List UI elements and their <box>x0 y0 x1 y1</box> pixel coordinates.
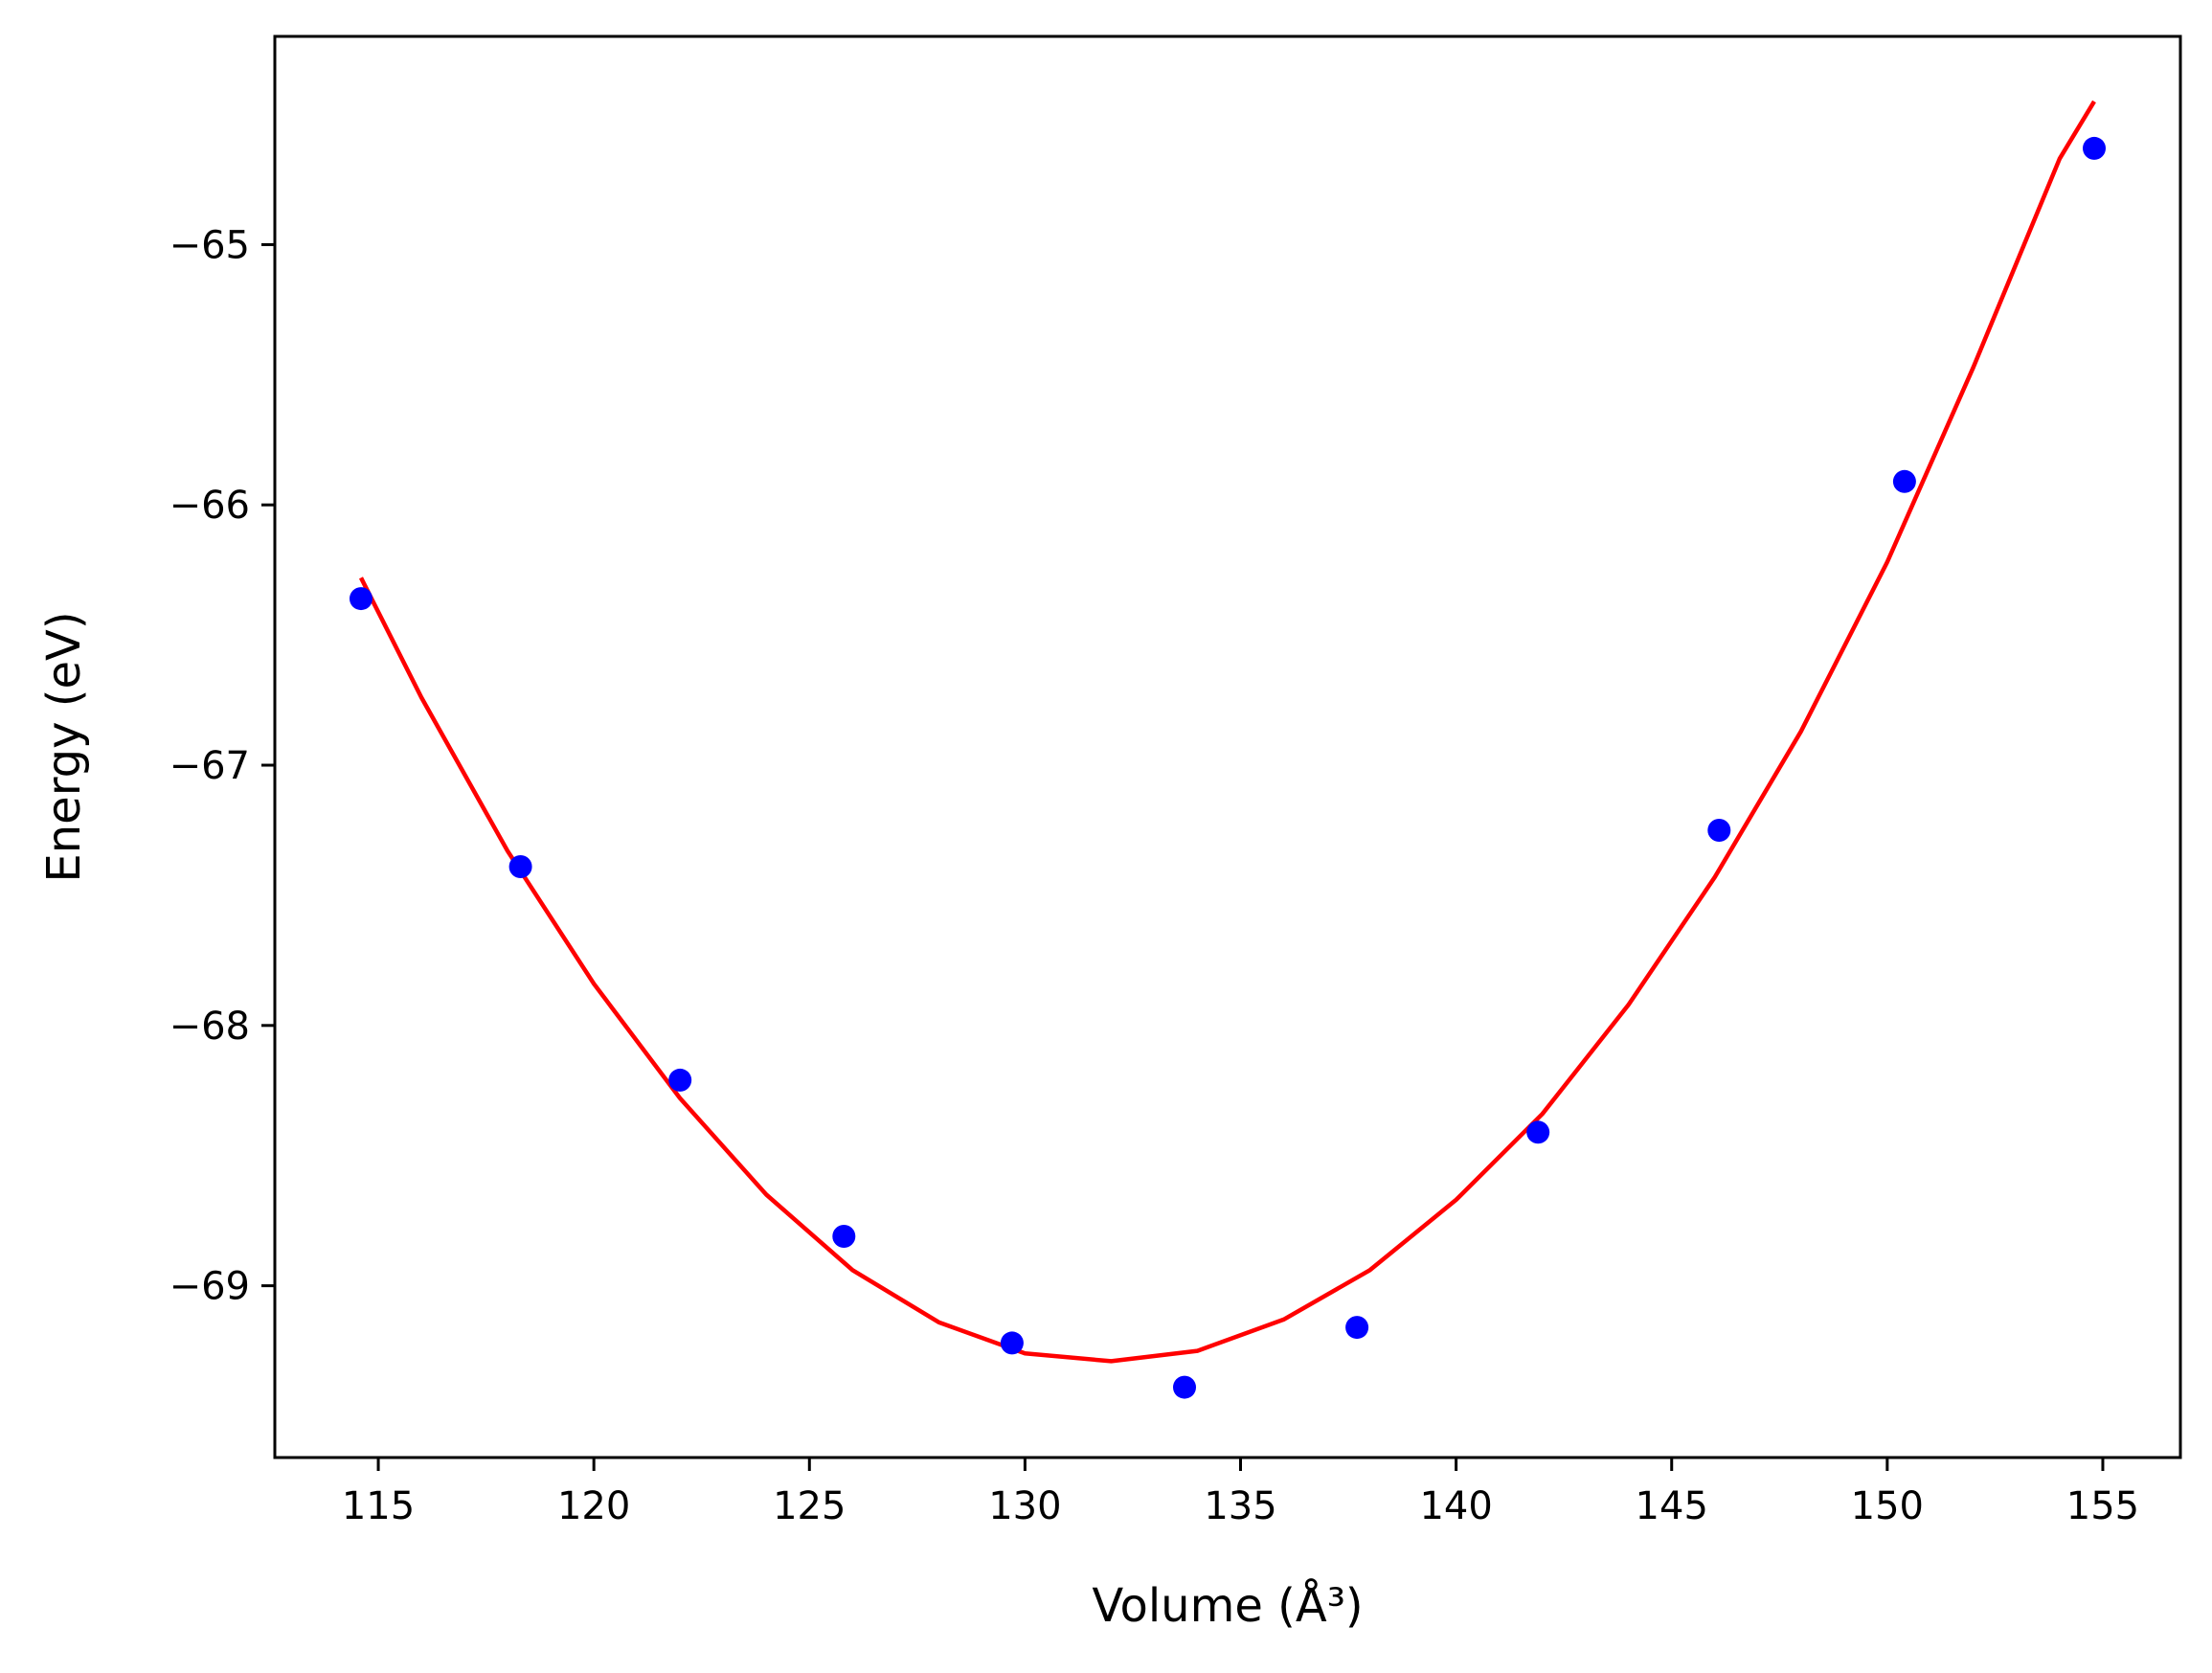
fit-curve <box>358 100 2096 1364</box>
x-axis-label: Volume (Å³) <box>1092 1578 1363 1633</box>
data-points-layer <box>350 136 2106 1399</box>
y-axis-label: Energy (eV) <box>37 611 91 882</box>
data-point <box>350 587 372 611</box>
data-point <box>1892 469 1916 493</box>
x-tick-label: 115 <box>342 1484 415 1528</box>
x-tick-label: 145 <box>1636 1484 1708 1528</box>
y-tick-label: −66 <box>169 484 250 528</box>
x-tick-label: 130 <box>988 1484 1061 1528</box>
y-tick-label: −67 <box>169 744 250 788</box>
x-tick-label: 135 <box>1204 1484 1276 1528</box>
data-point <box>1707 819 1731 842</box>
y-tick-label: −69 <box>169 1265 250 1309</box>
x-tick-label: 120 <box>557 1484 630 1528</box>
data-point <box>668 1068 692 1092</box>
y-axis-ticks: −65 −66 −67 −68 −69 <box>169 223 275 1309</box>
y-tick-label: −68 <box>169 1005 250 1049</box>
x-tick-label: 150 <box>1851 1484 1924 1528</box>
data-point <box>1173 1375 1196 1399</box>
x-tick-label: 140 <box>1419 1484 1492 1528</box>
data-point <box>2083 136 2106 160</box>
data-point <box>832 1225 856 1248</box>
x-tick-label: 125 <box>773 1484 846 1528</box>
x-axis-ticks: 115 120 125 130 135 140 145 150 155 <box>342 1458 2139 1528</box>
y-tick-label: −65 <box>169 223 250 267</box>
plot-frame <box>273 34 2182 1459</box>
data-point <box>1526 1120 1550 1144</box>
x-tick-label: 155 <box>2066 1484 2139 1528</box>
data-point <box>508 855 532 878</box>
fit-curve-layer <box>358 100 2096 1364</box>
data-point <box>1000 1331 1024 1355</box>
data-point <box>1345 1316 1369 1340</box>
